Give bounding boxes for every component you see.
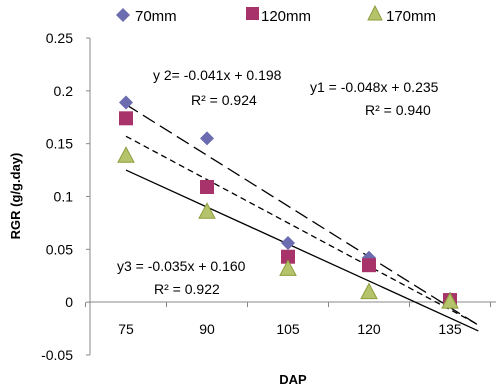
point-120mm-75 xyxy=(119,111,133,126)
point-70mm-90 xyxy=(200,131,214,146)
point-170mm-135 xyxy=(441,292,459,309)
r2-y2: R² = 0.924 xyxy=(191,92,257,108)
x-ticks: 75 90 105 120 135 xyxy=(85,302,491,337)
r2-y1: R² = 0.940 xyxy=(365,102,431,118)
r2-y3: R² = 0.922 xyxy=(154,281,220,297)
y-tick-label: 0.1 xyxy=(54,189,74,205)
x-tick-label: 90 xyxy=(199,321,215,337)
trendline-120mm xyxy=(125,135,479,326)
point-70mm-105 xyxy=(281,235,295,250)
x-tick-label: 120 xyxy=(357,321,381,337)
data-points xyxy=(117,95,459,309)
y-axis-title: RGR (g/g.day) xyxy=(8,153,23,240)
equation-y3: y3 = -0.035x + 0.160 xyxy=(117,258,246,274)
x-tick-label: 135 xyxy=(438,321,462,337)
y-tick-label: 0.2 xyxy=(54,83,74,99)
y-ticks: -0.05 0 0.05 0.1 0.15 0.2 0.25 xyxy=(41,30,90,363)
x-axis-title: DAP xyxy=(279,372,307,387)
x-tick-label: 105 xyxy=(276,321,300,337)
point-170mm-90 xyxy=(198,202,216,219)
y-tick-label: 0 xyxy=(65,294,73,310)
trendline-170mm xyxy=(125,169,479,332)
equation-annotations: y 2= -0.041x + 0.198 R² = 0.924 y1 = -0.… xyxy=(117,67,439,297)
legend-marker-170mm xyxy=(367,4,383,21)
legend-label-120mm: 120mm xyxy=(261,8,311,25)
y-tick-label: 0.25 xyxy=(46,30,73,46)
trendlines xyxy=(125,104,479,332)
y-tick-label: -0.05 xyxy=(41,347,73,363)
point-120mm-120 xyxy=(362,258,376,273)
x-tick-label: 75 xyxy=(118,321,134,337)
legend-marker-70mm xyxy=(116,8,130,22)
y-tick-label: 0.15 xyxy=(46,136,73,152)
y-tick-label: 0.05 xyxy=(46,241,73,257)
legend: 70mm 120mm 170mm xyxy=(116,4,436,25)
legend-label-70mm: 70mm xyxy=(135,8,177,25)
point-70mm-75 xyxy=(119,95,133,110)
equation-y1: y1 = -0.048x + 0.235 xyxy=(310,79,439,95)
point-170mm-120 xyxy=(360,282,378,300)
point-120mm-90 xyxy=(200,179,214,194)
equation-y2: y 2= -0.041x + 0.198 xyxy=(153,67,282,83)
point-120mm-105 xyxy=(281,249,295,264)
legend-label-170mm: 170mm xyxy=(386,8,436,25)
legend-marker-120mm xyxy=(246,7,259,20)
trendline-70mm xyxy=(125,104,479,326)
point-170mm-105 xyxy=(279,259,297,276)
point-170mm-75 xyxy=(117,146,135,163)
